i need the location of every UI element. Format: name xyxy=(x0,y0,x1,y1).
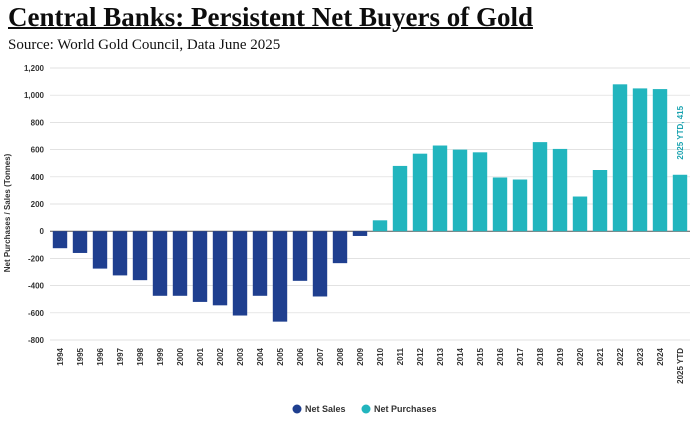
bar-2015 xyxy=(472,152,488,232)
bar-2003 xyxy=(232,231,248,316)
x-tick-label: 2009 xyxy=(356,347,365,365)
x-tick-label: 2008 xyxy=(336,347,345,365)
x-tick-label: 2025 YTD xyxy=(676,348,685,384)
gridlines xyxy=(50,67,690,341)
legend-marker-net-sales xyxy=(292,404,302,414)
x-tick-label: 2017 xyxy=(516,347,525,365)
legend-label-net-sales: Net Sales xyxy=(305,404,346,414)
x-tick-label: 2013 xyxy=(436,347,445,365)
bar-2002 xyxy=(212,231,228,306)
y-axis-ticks: -800 -600 -400 -200 0 200 400 600 800 1,000 1,200 xyxy=(24,64,45,345)
x-axis-ticks: 1994 1995 1996 1997 1998 1999 2000 2001 2002 2003… xyxy=(56,347,685,383)
bar-2023 xyxy=(632,88,648,232)
x-tick-label: 2018 xyxy=(536,347,545,365)
x-tick-label: 2015 xyxy=(476,347,485,365)
bar-2013 xyxy=(432,145,448,232)
bar-2016 xyxy=(492,177,508,232)
bar-2007 xyxy=(312,231,328,297)
x-tick-label: 2007 xyxy=(316,347,325,365)
x-tick-label: 2019 xyxy=(556,347,565,365)
x-tick-label: 1997 xyxy=(116,347,125,365)
bars xyxy=(52,84,688,322)
bar-2006 xyxy=(292,231,308,281)
y-tick-label: -200 xyxy=(28,254,45,263)
bar-1998 xyxy=(132,231,148,281)
x-tick-label: 1995 xyxy=(76,347,85,365)
bar-1997 xyxy=(112,231,128,276)
x-tick-label: 2020 xyxy=(576,347,585,365)
bar-2011 xyxy=(392,165,408,232)
y-tick-label: 800 xyxy=(31,118,45,127)
bar-2004 xyxy=(252,231,268,296)
bar-2024 xyxy=(652,89,668,232)
bar-2012 xyxy=(412,153,428,232)
bar-1995 xyxy=(72,231,88,253)
legend-label-net-purchases: Net Purchases xyxy=(374,404,437,414)
bar-2021 xyxy=(592,170,608,232)
bar-1999 xyxy=(152,231,168,296)
bar-2000 xyxy=(172,231,188,296)
y-tick-label: 400 xyxy=(31,173,45,182)
x-tick-label: 2001 xyxy=(196,347,205,365)
page-title: Central Banks: Persistent Net Buyers of … xyxy=(8,2,533,32)
bar-2022 xyxy=(612,84,628,232)
x-tick-label: 2012 xyxy=(416,347,425,365)
legend: Net Sales Net Purchases xyxy=(292,404,437,414)
annotation-2025-ytd: 2025 YTD, 415 xyxy=(676,105,685,159)
x-tick-label: 2006 xyxy=(296,347,305,365)
x-tick-label: 1994 xyxy=(56,347,65,365)
bar-2005 xyxy=(272,231,288,322)
bar-2009 xyxy=(352,231,368,236)
bar-1996 xyxy=(92,231,108,269)
x-tick-label: 2024 xyxy=(656,347,665,365)
y-tick-label: 1,000 xyxy=(24,91,45,100)
x-tick-label: 2023 xyxy=(636,347,645,365)
bar-2019 xyxy=(552,148,568,232)
x-tick-label: 1996 xyxy=(96,347,105,365)
x-tick-label: 2003 xyxy=(236,347,245,365)
x-tick-label: 2011 xyxy=(396,347,405,365)
legend-marker-net-purchases xyxy=(361,404,371,414)
bar-2020 xyxy=(572,196,588,232)
y-tick-label: -600 xyxy=(28,309,45,318)
y-tick-label: 0 xyxy=(40,227,45,236)
y-tick-label: -800 xyxy=(28,336,45,345)
x-tick-label: 2005 xyxy=(276,347,285,365)
bar-2010 xyxy=(372,220,388,232)
x-tick-label: 2004 xyxy=(256,347,265,365)
bar-2018 xyxy=(532,142,548,232)
x-tick-label: 2014 xyxy=(456,347,465,365)
bar-2014 xyxy=(452,149,468,232)
bar-2017 xyxy=(512,179,528,232)
page-subtitle: Source: World Gold Council, Data June 20… xyxy=(8,37,281,53)
bar-2001 xyxy=(192,231,208,302)
x-tick-label: 2021 xyxy=(596,347,605,365)
x-tick-label: 2000 xyxy=(176,347,185,365)
y-tick-label: 200 xyxy=(31,200,45,209)
x-tick-label: 1999 xyxy=(156,347,165,365)
bar-2025-ytd xyxy=(672,174,688,232)
y-tick-label: 1,200 xyxy=(24,64,45,73)
x-tick-label: 2022 xyxy=(616,347,625,365)
x-tick-label: 2016 xyxy=(496,347,505,365)
x-tick-label: 2010 xyxy=(376,347,385,365)
x-tick-label: 1998 xyxy=(136,347,145,365)
y-tick-label: 600 xyxy=(31,146,45,155)
y-tick-label: -400 xyxy=(28,282,45,291)
y-axis-label: Net Purchases / Sales (Tonnes) xyxy=(3,153,12,272)
x-tick-label: 2002 xyxy=(216,347,225,365)
bar-2008 xyxy=(332,231,348,264)
bar-1994 xyxy=(52,231,68,249)
